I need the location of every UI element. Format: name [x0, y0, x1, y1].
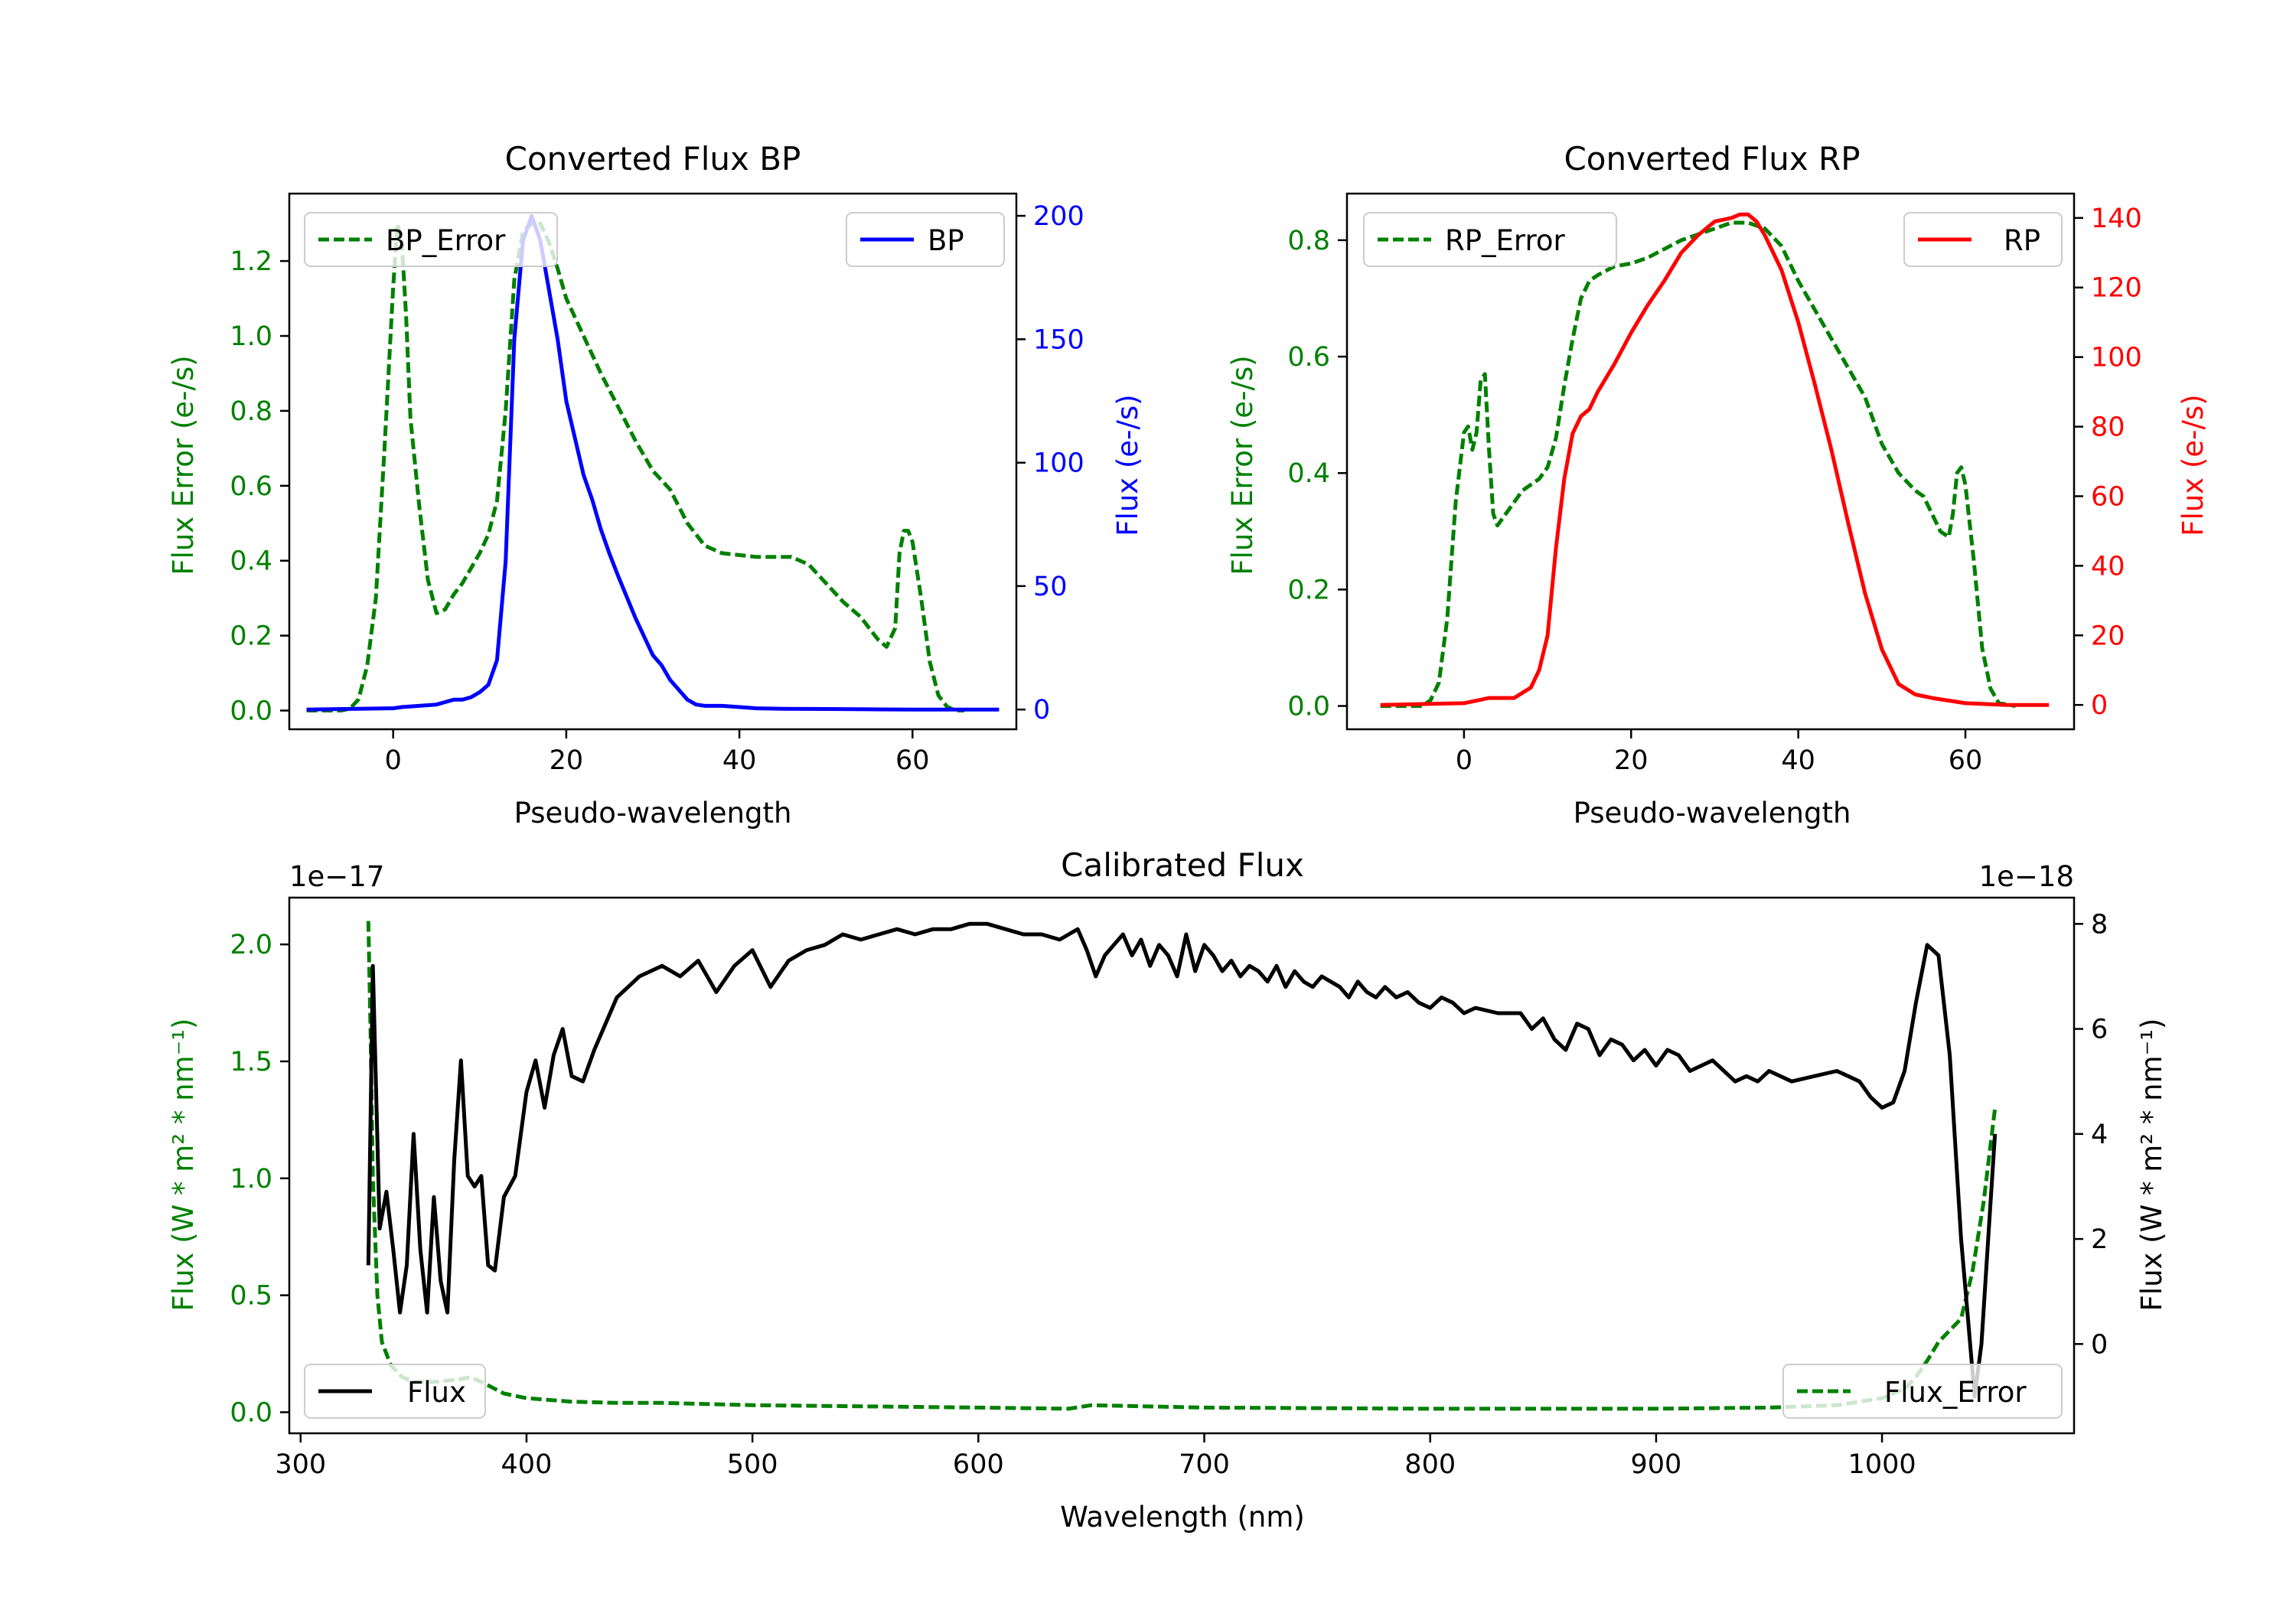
- y-tick-label-left: 0.4: [230, 546, 272, 577]
- chart-calibrated-title: Calibrated Flux: [1061, 846, 1304, 884]
- series-line-rp-error: [1380, 220, 2017, 709]
- y-tick-label-right: 20: [2091, 621, 2125, 651]
- y-tick-label-right: 80: [2091, 412, 2125, 443]
- y-tick-label-right: 0: [1033, 695, 1050, 725]
- x-tick-label: 0: [385, 745, 402, 776]
- legend-label-bp: BP: [928, 224, 964, 257]
- y-tick-label-left: 1.5: [230, 1047, 272, 1077]
- y-tick-label-right: 6: [2091, 1015, 2108, 1045]
- chart-calibrated-legend-flux: Flux: [304, 1364, 486, 1419]
- y-tick-label-right: 8: [2091, 909, 2108, 940]
- x-tick-label: 40: [722, 745, 757, 776]
- chart-rp-legend-flux: RP: [1903, 212, 2063, 267]
- x-tick-label: 400: [501, 1449, 553, 1480]
- chart-rp-ylabel-left: Flux Error (e-/s): [1226, 355, 1259, 575]
- x-tick-label: 40: [1781, 745, 1815, 776]
- y-tick-label-left: 0.2: [1287, 575, 1330, 605]
- chart-rp-plot-area: 0 20 40 60 0.0 0.2 0.4 0.6 0.8 0 20 40 60 80 100 120 140: [1287, 192, 2142, 776]
- series-line-bp-error: [306, 221, 965, 712]
- chart-rp-legend-error: RP_Error: [1363, 212, 1617, 267]
- y-tick-label-left: 1.0: [230, 1164, 272, 1195]
- x-tick-label: 600: [953, 1449, 1004, 1480]
- y-tick-label-right: 140: [2091, 204, 2142, 234]
- y-tick-label-right: 4: [2091, 1120, 2108, 1150]
- chart-bp-legend-error: BP_Error: [304, 212, 558, 267]
- x-tick-label: 500: [727, 1449, 778, 1480]
- legend-box: [304, 1364, 486, 1419]
- y-tick-label-right: 100: [2091, 343, 2142, 373]
- x-tick-label: 900: [1630, 1449, 1681, 1480]
- chart-calibrated-offset-right: 1e−18: [1979, 860, 2074, 893]
- series-line-bp: [306, 214, 1000, 712]
- x-tick-label: 0: [1456, 745, 1473, 776]
- chart-rp-ylabel-right: Flux (e-/s): [2177, 394, 2210, 536]
- y-tick-label-left: 1.0: [230, 321, 272, 352]
- legend-box: [1363, 212, 1617, 267]
- y-tick-label-right: 120: [2091, 273, 2142, 304]
- x-tick-label: 1000: [1848, 1449, 1916, 1480]
- chart-bp-ylabel-right: Flux (e-/s): [1111, 394, 1144, 536]
- y-tick-label-left: 0.0: [230, 696, 272, 727]
- y-tick-label-left: 0.0: [230, 1397, 272, 1428]
- x-tick-label: 800: [1404, 1449, 1456, 1480]
- y-tick-label-right: 100: [1033, 448, 1084, 479]
- chart-rp-title: Converted Flux RP: [1564, 140, 1860, 178]
- legend-box: [1903, 212, 2063, 267]
- y-tick-label-left: 0.8: [230, 396, 272, 427]
- x-tick-label: 20: [550, 745, 584, 776]
- chart-rp: Converted Flux RP 0 20 40 60 0.0 0.2 0.4 0.6 0.8…: [1226, 140, 2210, 830]
- x-tick-label: 20: [1614, 745, 1649, 776]
- chart-bp: Converted Flux BP 0 20 40 60 0.0 0.2 0.4 0.6 0.8…: [167, 140, 1144, 830]
- legend-label-rp-error: RP_Error: [1445, 224, 1565, 257]
- y-tick-label-right: 150: [1033, 324, 1084, 355]
- y-tick-label-left: 0.2: [230, 621, 272, 652]
- y-tick-label-left: 0.8: [1287, 226, 1330, 256]
- y-tick-label-left: 0.5: [230, 1281, 272, 1312]
- chart-bp-xlabel: Pseudo-wavelength: [514, 797, 792, 830]
- chart-rp-xlabel: Pseudo-wavelength: [1574, 797, 1851, 830]
- chart-calibrated-offset-left: 1e−17: [289, 860, 384, 893]
- y-tick-label-right: 2: [2091, 1224, 2108, 1255]
- y-tick-label-left: 0.0: [1287, 692, 1330, 722]
- axes-frame: [1345, 192, 2076, 731]
- chart-bp-legend-flux: BP: [846, 212, 1005, 267]
- chart-calibrated-xlabel: Wavelength (nm): [1060, 1501, 1305, 1534]
- chart-calibrated-ylabel-right: Flux (W * m² * nm⁻¹): [2135, 1019, 2168, 1312]
- y-tick-label-right: 50: [1033, 572, 1068, 602]
- y-tick-label-right: 0: [2091, 690, 2108, 721]
- legend-label-bp-error: BP_Error: [386, 224, 506, 257]
- legend-box: [846, 212, 1005, 267]
- y-tick-label-left: 2.0: [230, 930, 272, 960]
- y-tick-label-left: 1.2: [230, 246, 272, 277]
- chart-bp-plot-area: 0 20 40 60 0.0 0.2 0.4 0.6 0.8 1.0 1.2 0 50 100 150 200: [230, 192, 1084, 776]
- axes-frame: [288, 192, 1018, 731]
- x-tick-label: 700: [1179, 1449, 1230, 1480]
- x-tick-label: 60: [895, 745, 930, 776]
- y-tick-label-right: 60: [2091, 481, 2125, 512]
- y-tick-label-right: 40: [2091, 551, 2125, 582]
- y-tick-label-left: 0.4: [1287, 458, 1330, 489]
- legend-box: [304, 212, 558, 267]
- legend-label-flux-error: Flux_Error: [1884, 1376, 2027, 1409]
- series-line-rp: [1380, 212, 2050, 707]
- y-tick-label-right: 0: [2091, 1329, 2108, 1360]
- chart-calibrated-legend-error: Flux_Error: [1782, 1364, 2063, 1419]
- x-tick-label: 300: [275, 1449, 326, 1480]
- x-tick-label: 60: [1949, 745, 1983, 776]
- axes-frame: [288, 896, 2076, 1435]
- legend-label-rp: RP: [2004, 224, 2040, 257]
- y-tick-label-left: 0.6: [230, 471, 272, 502]
- legend-box: [1782, 1364, 2063, 1419]
- y-tick-label-right: 200: [1033, 201, 1084, 232]
- legend-label-flux: Flux: [407, 1376, 466, 1409]
- chart-bp-title: Converted Flux BP: [505, 140, 801, 178]
- chart-bp-ylabel-left: Flux Error (e-/s): [167, 355, 200, 575]
- series-line-flux: [366, 921, 1998, 1399]
- chart-calibrated: Calibrated Flux 1e−17 1e−18 300 400 500 600…: [167, 846, 2168, 1534]
- y-tick-label-left: 0.6: [1287, 342, 1330, 373]
- chart-calibrated-ylabel-left: Flux (W * m² * nm⁻¹): [167, 1019, 200, 1312]
